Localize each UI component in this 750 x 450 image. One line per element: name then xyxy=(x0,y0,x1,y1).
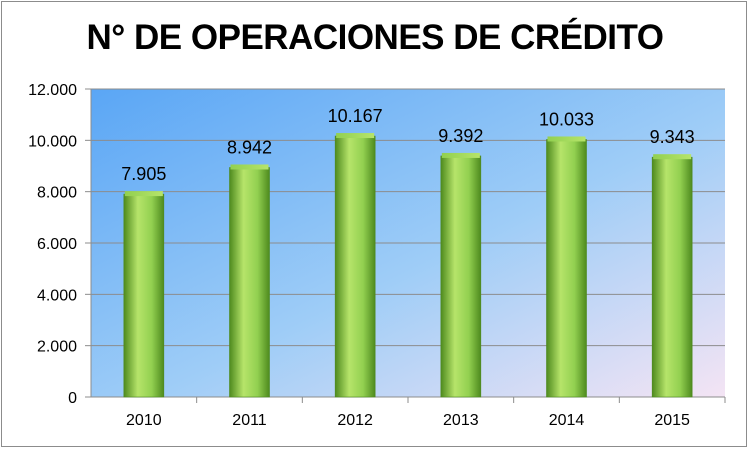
bar-cap-2010 xyxy=(124,191,163,197)
y-tick-label: 12.000 xyxy=(28,82,77,99)
bar-2015 xyxy=(651,156,693,398)
labels: 0 2.000 4.000 6.000 8.000 10.000 12.000 7.905 20… xyxy=(28,82,695,429)
bar-2011 xyxy=(229,167,270,398)
bar-2013 xyxy=(440,155,482,398)
gridlines xyxy=(91,88,725,347)
data-label-2013: 9.392 xyxy=(438,126,483,146)
y-tick-label: 10.000 xyxy=(28,133,77,150)
y-tick-label: 2.000 xyxy=(37,339,77,356)
data-label-2015: 9.343 xyxy=(650,127,695,147)
data-label-2011: 8.942 xyxy=(227,137,272,157)
data-label-2014: 10.033 xyxy=(539,109,594,129)
bars xyxy=(123,133,693,398)
bar-cap-2013 xyxy=(441,152,480,158)
bar-2014 xyxy=(546,139,587,398)
bar-cap-2014 xyxy=(547,136,586,142)
bar-cap-2011 xyxy=(230,164,269,170)
bar-cap-2015 xyxy=(653,154,692,160)
y-tick-label: 4.000 xyxy=(37,287,77,304)
y-tick-label: 8.000 xyxy=(37,185,77,202)
y-tick-label: 6.000 xyxy=(37,236,77,253)
bar-2012 xyxy=(334,135,376,398)
bar-cap-2012 xyxy=(336,133,375,139)
x-tick-label-2014: 2014 xyxy=(549,412,585,429)
x-tick-label-2010: 2010 xyxy=(126,412,162,429)
data-label-2010: 7.905 xyxy=(121,164,166,184)
axes xyxy=(85,88,726,403)
x-tick-label-2012: 2012 xyxy=(337,412,373,429)
x-tick-label-2015: 2015 xyxy=(654,412,690,429)
bar-2010 xyxy=(123,193,165,398)
chart-title: N° DE OPERACIONES DE CRÉDITO xyxy=(86,18,664,57)
y-tick-label: 0 xyxy=(68,390,77,407)
x-tick-label-2011: 2011 xyxy=(232,412,267,429)
data-label-2012: 10.167 xyxy=(328,106,383,126)
x-tick-label-2013: 2013 xyxy=(443,412,479,429)
